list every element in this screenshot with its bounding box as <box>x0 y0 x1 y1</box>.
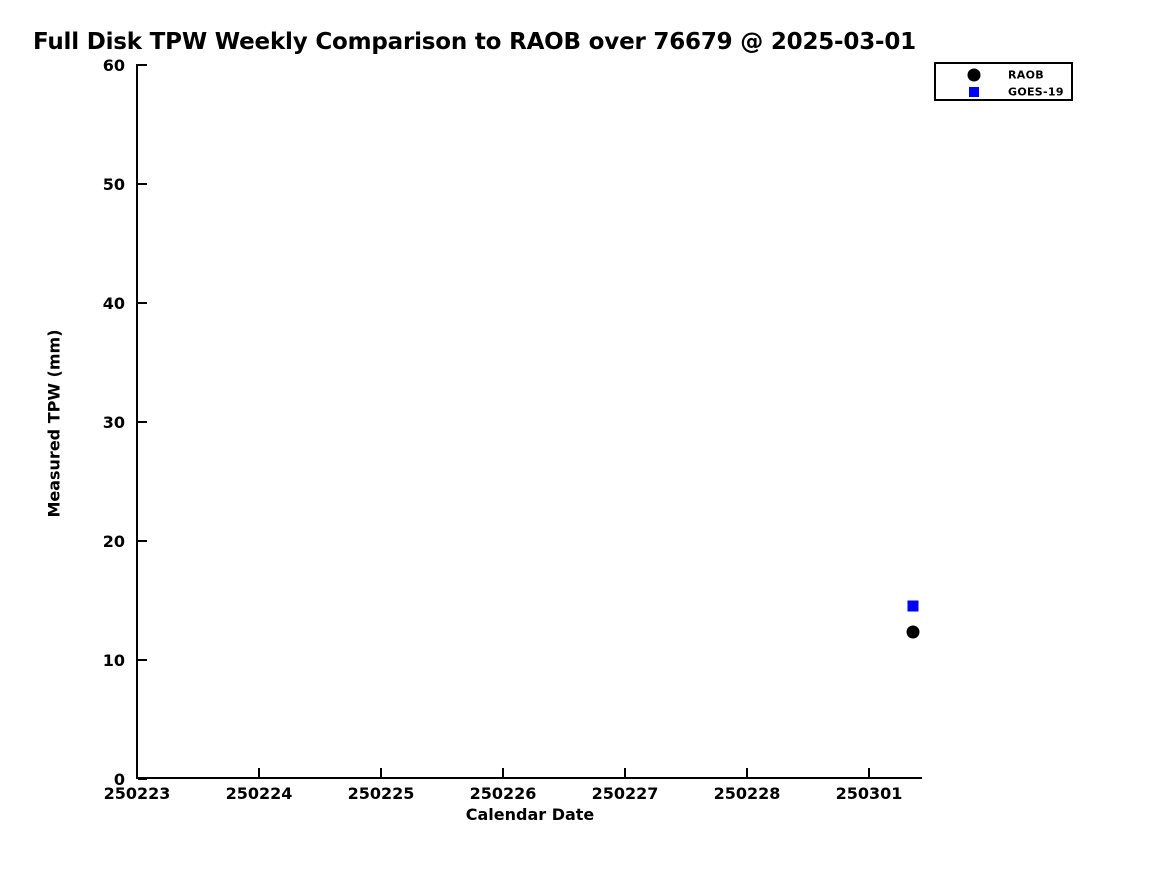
data-point-raob <box>906 625 920 639</box>
x-axis-line <box>136 777 922 779</box>
y-tick-mark <box>138 421 147 423</box>
y-tick-mark <box>138 540 147 542</box>
x-tick-label: 250227 <box>591 784 659 803</box>
x-tick-label: 250226 <box>469 784 537 803</box>
legend-square-marker-icon <box>963 83 985 101</box>
x-tick-label: 250225 <box>347 784 415 803</box>
data-point-goes19 <box>907 600 919 612</box>
x-tick-mark <box>258 768 260 778</box>
chart-title: Full Disk TPW Weekly Comparison to RAOB … <box>33 29 916 55</box>
x-tick-label: 250223 <box>103 784 171 803</box>
legend-label-raob: RAOB <box>1008 68 1044 82</box>
y-tick-label: 40 <box>102 294 125 313</box>
legend-entry-goes19: GOES-19 <box>936 83 1071 101</box>
y-tick-mark <box>138 302 147 304</box>
y-tick-label: 60 <box>102 56 125 75</box>
x-tick-label: 250301 <box>835 784 903 803</box>
x-tick-mark <box>136 768 138 778</box>
y-tick-label: 0 <box>113 770 125 789</box>
y-axis-label: Measured TPW (mm) <box>44 329 64 518</box>
x-tick-mark <box>502 768 504 778</box>
y-tick-mark <box>138 659 147 661</box>
y-tick-label: 50 <box>102 175 125 194</box>
legend-circle-marker-icon <box>963 66 985 84</box>
legend-entry-raob: RAOB <box>936 66 1071 84</box>
x-tick-mark <box>746 768 748 778</box>
x-tick-mark <box>868 768 870 778</box>
y-tick-label: 10 <box>102 651 125 670</box>
y-tick-mark <box>138 64 147 66</box>
x-tick-mark <box>380 768 382 778</box>
y-tick-mark <box>138 183 147 185</box>
x-tick-mark <box>624 768 626 778</box>
legend-label-goes19: GOES-19 <box>1008 85 1064 99</box>
y-axis-line <box>136 64 138 779</box>
y-tick-mark <box>138 778 147 780</box>
chart-legend: RAOB GOES-19 <box>934 62 1073 101</box>
y-tick-label: 30 <box>102 413 125 432</box>
x-tick-label: 250224 <box>225 784 293 803</box>
x-axis-label: Calendar Date <box>465 805 595 824</box>
y-tick-label: 20 <box>102 532 125 551</box>
x-tick-label: 250228 <box>713 784 781 803</box>
